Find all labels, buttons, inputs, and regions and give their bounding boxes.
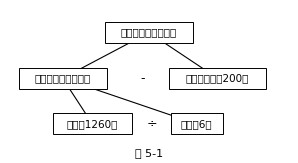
FancyBboxPatch shape (18, 68, 107, 89)
Text: ÷: ÷ (147, 117, 157, 130)
FancyBboxPatch shape (105, 22, 193, 43)
Text: 每天超过计划多少件: 每天超过计划多少件 (121, 28, 177, 38)
FancyBboxPatch shape (170, 113, 223, 134)
FancyBboxPatch shape (53, 113, 132, 134)
Text: 计划每天生产200件: 计划每天生产200件 (186, 73, 249, 83)
Text: 共生产1260件: 共生产1260件 (67, 119, 118, 129)
Text: -: - (141, 72, 145, 85)
Text: 实际每天生产多少件: 实际每天生产多少件 (35, 73, 91, 83)
Text: 生产了6天: 生产了6天 (181, 119, 212, 129)
FancyBboxPatch shape (169, 68, 266, 89)
Text: 图 5-1: 图 5-1 (135, 148, 163, 158)
